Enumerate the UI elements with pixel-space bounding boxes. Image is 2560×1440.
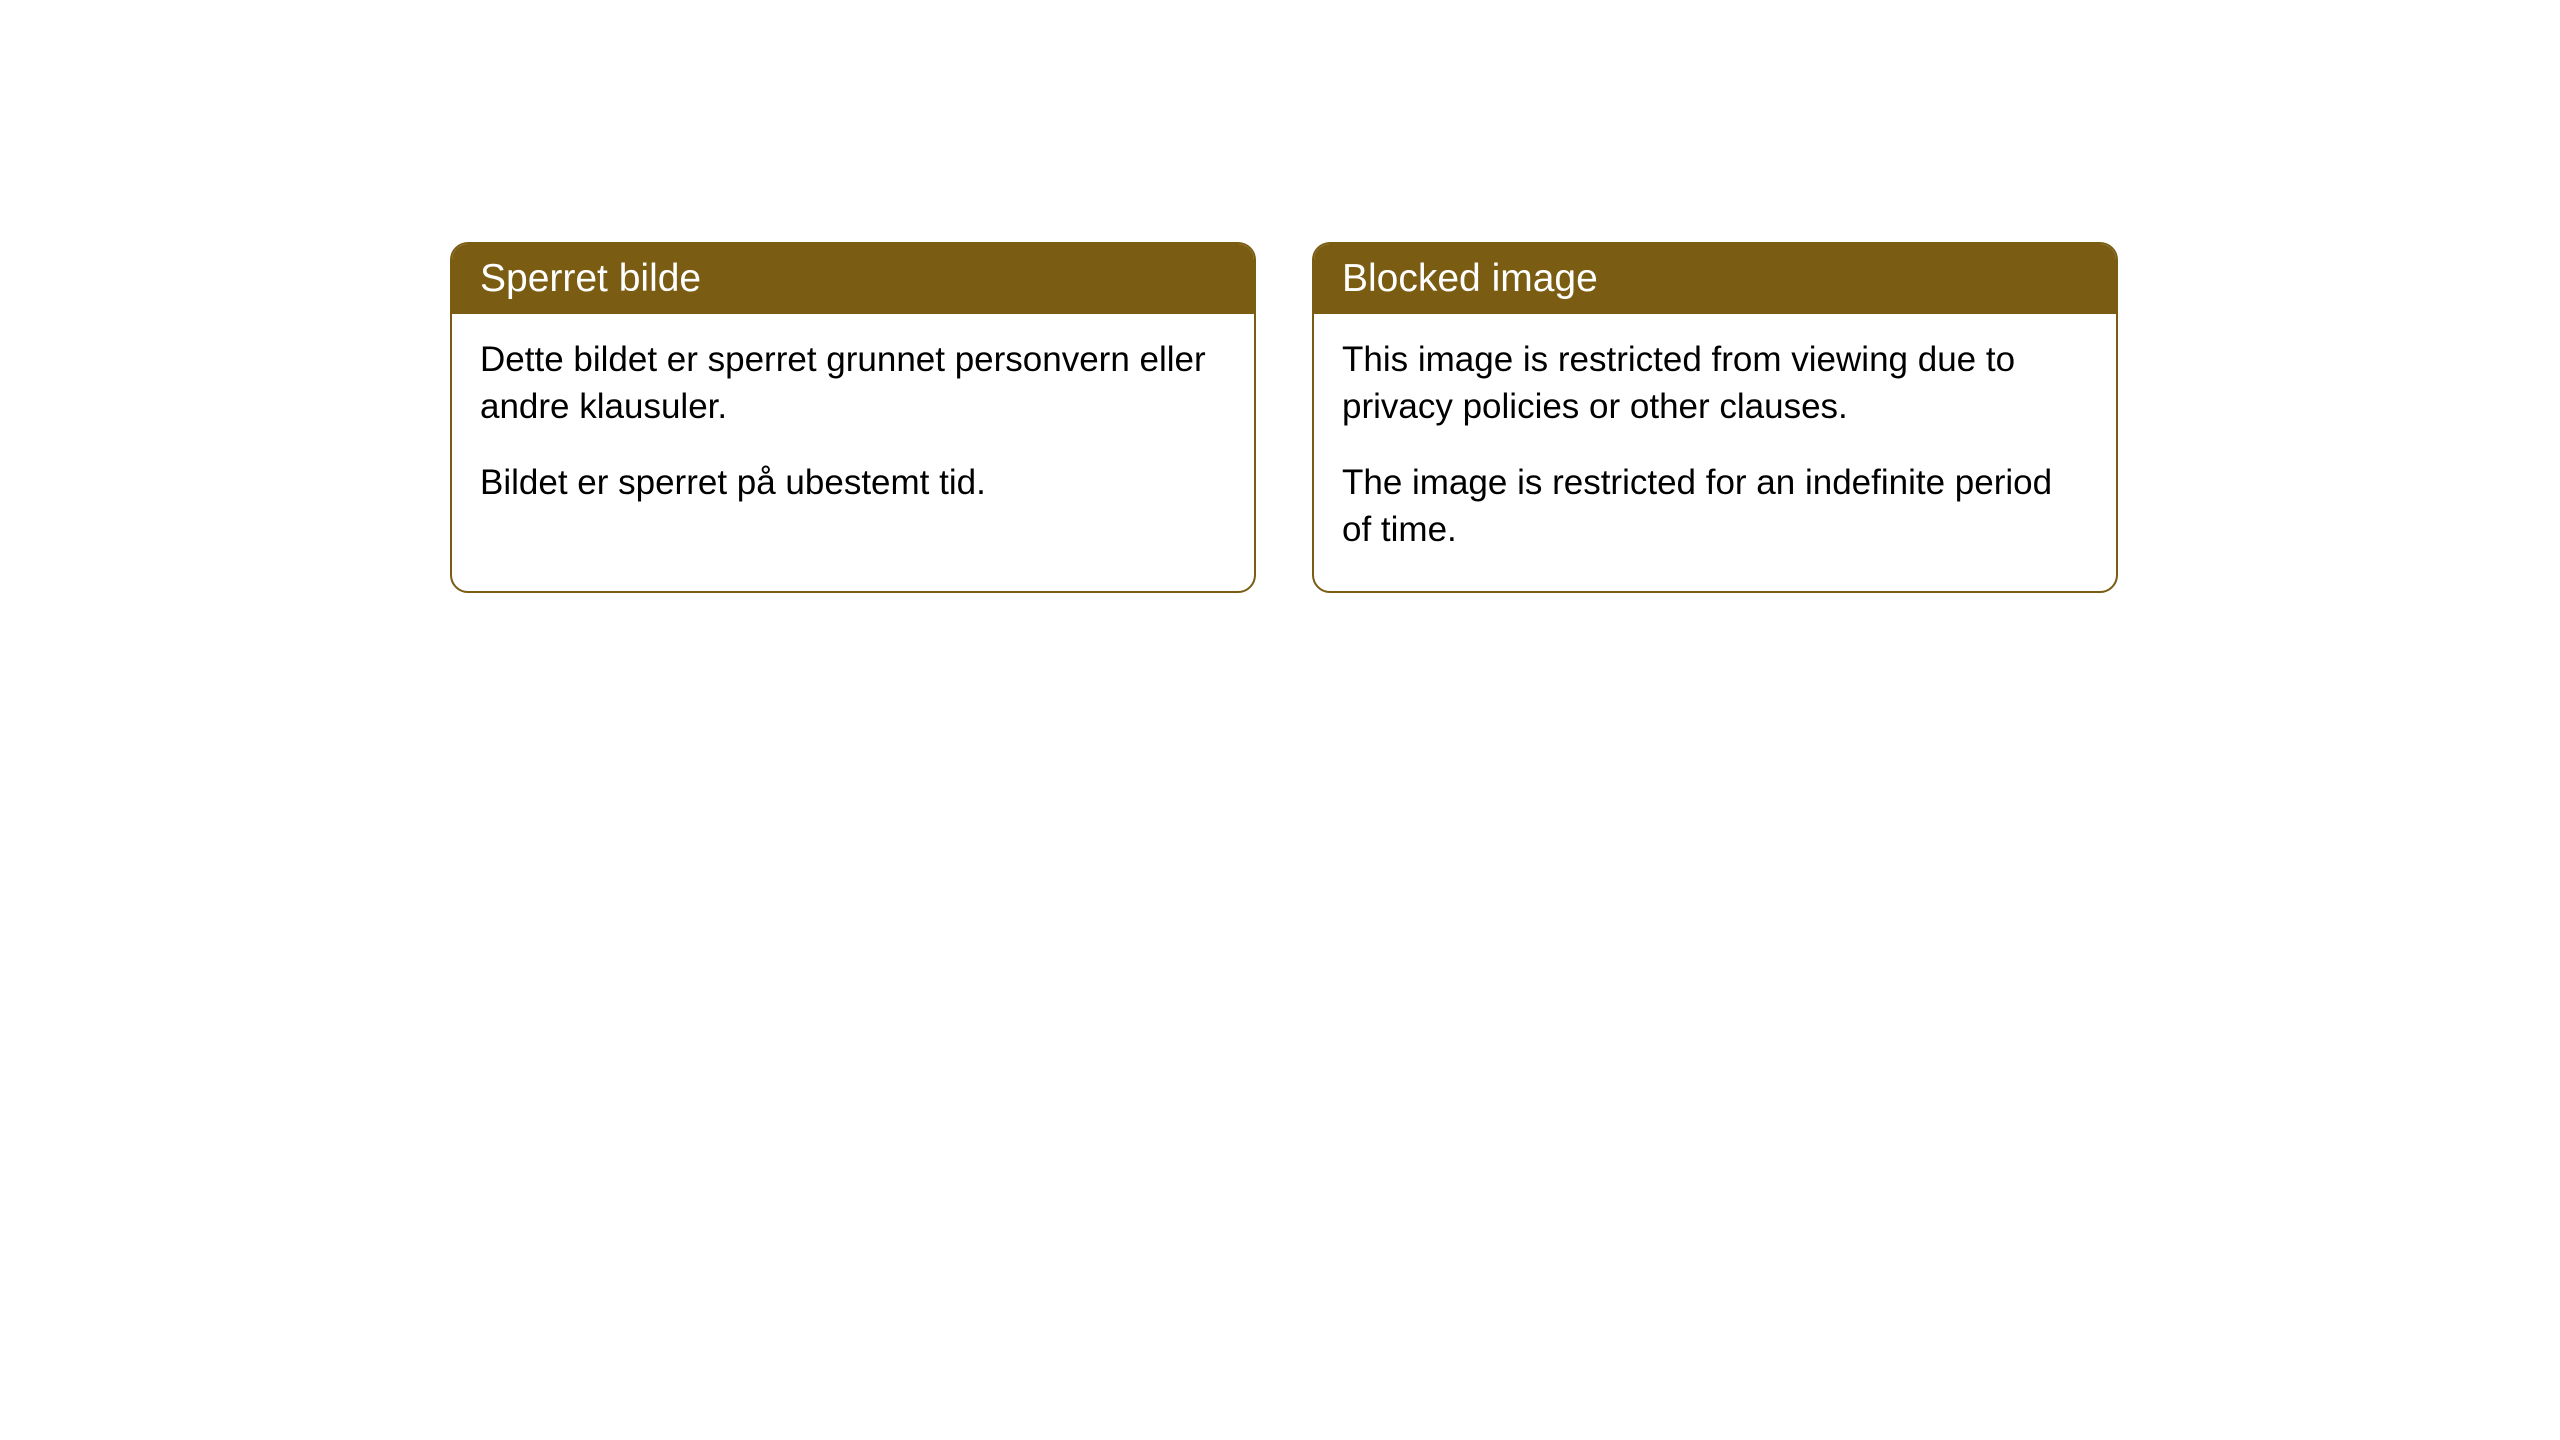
card-paragraph-2: The image is restricted for an indefinit… xyxy=(1342,459,2088,554)
blocked-image-card-norwegian: Sperret bilde Dette bildet er sperret gr… xyxy=(450,242,1256,593)
blocked-image-card-english: Blocked image This image is restricted f… xyxy=(1312,242,2118,593)
card-body: This image is restricted from viewing du… xyxy=(1314,314,2116,591)
card-title: Blocked image xyxy=(1342,257,1598,300)
notice-cards-container: Sperret bilde Dette bildet er sperret gr… xyxy=(450,242,2118,593)
card-body: Dette bildet er sperret grunnet personve… xyxy=(452,314,1254,544)
card-header: Sperret bilde xyxy=(452,244,1254,314)
card-title: Sperret bilde xyxy=(480,257,701,300)
card-paragraph-1: This image is restricted from viewing du… xyxy=(1342,336,2088,431)
card-paragraph-1: Dette bildet er sperret grunnet personve… xyxy=(480,336,1226,431)
card-header: Blocked image xyxy=(1314,244,2116,314)
card-paragraph-2: Bildet er sperret på ubestemt tid. xyxy=(480,459,1226,506)
